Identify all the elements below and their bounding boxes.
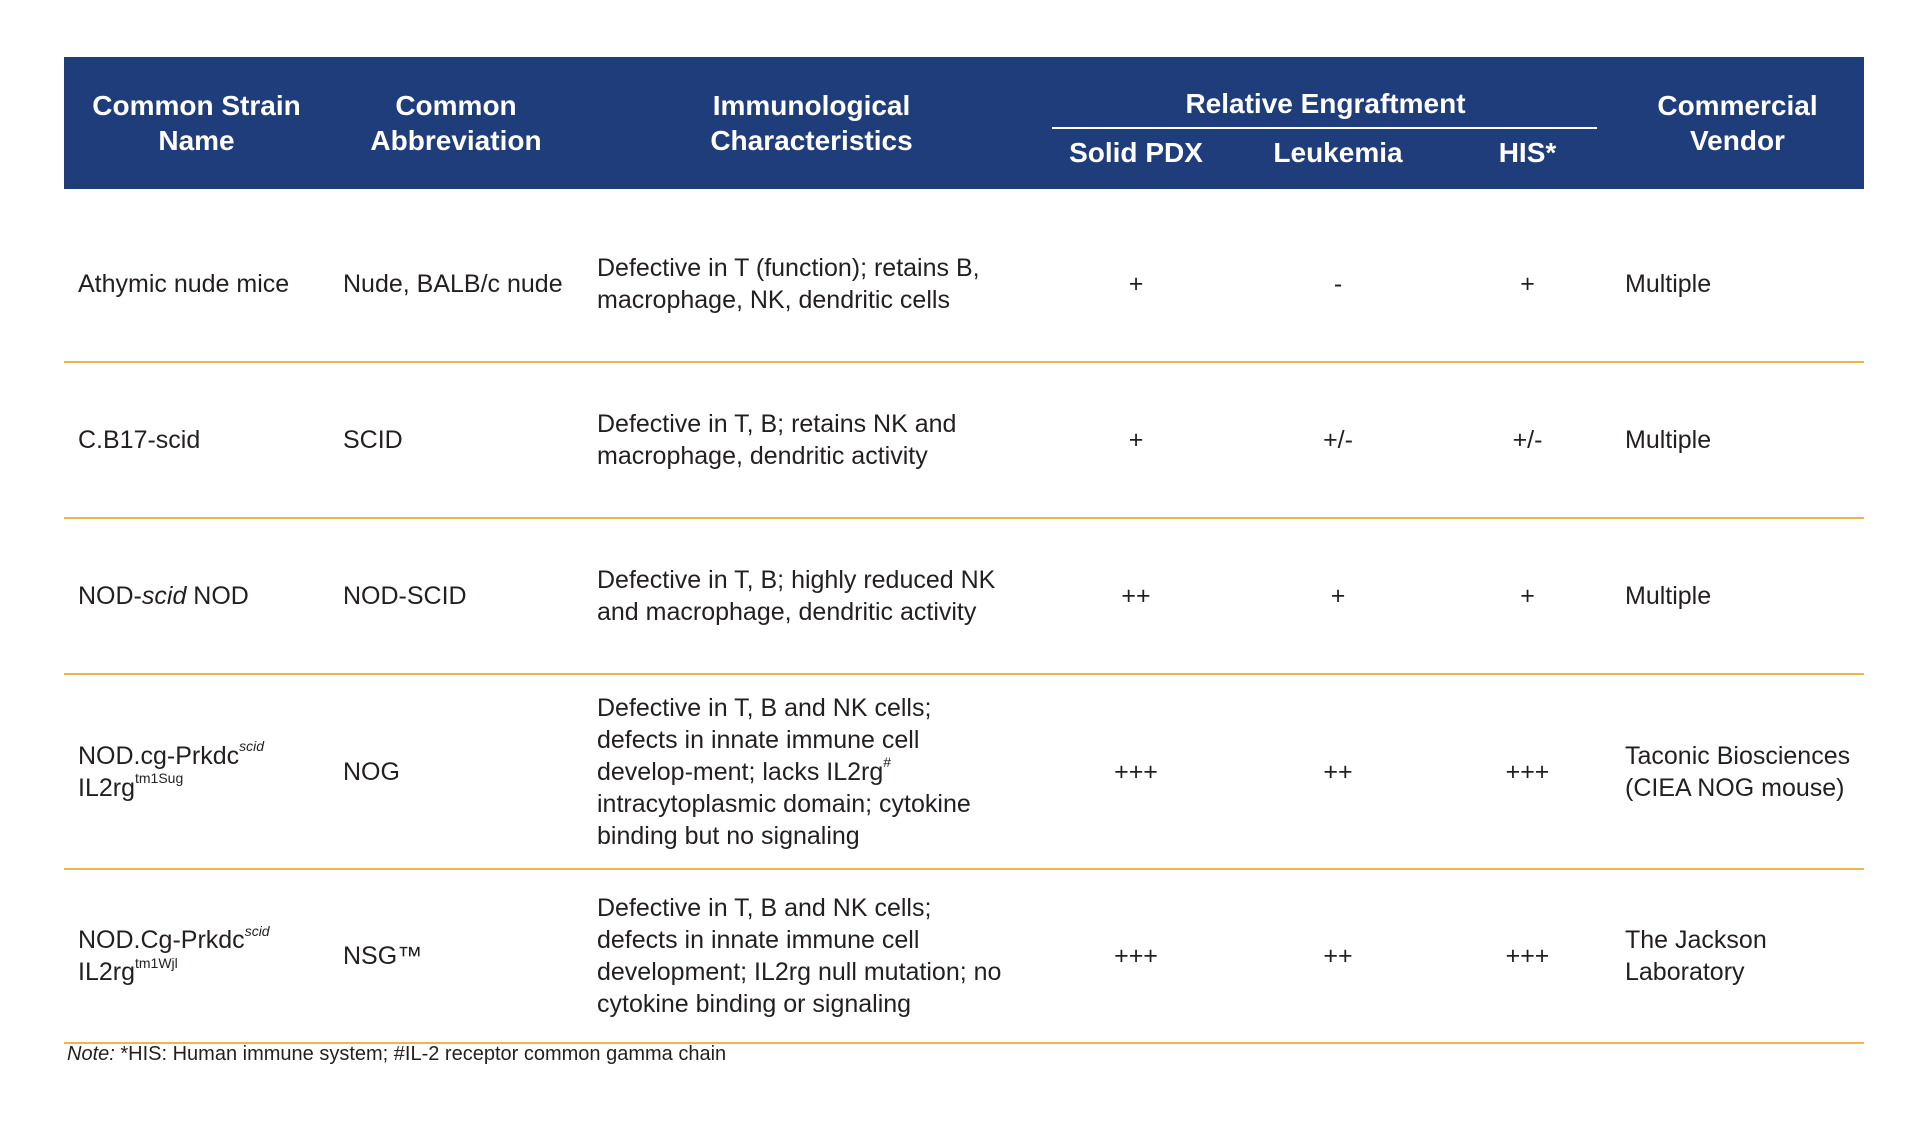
cell-vendor: The Jackson Laboratory [1611, 869, 1864, 1044]
cell-abbreviation: NSG™ [329, 869, 583, 1044]
table-header: Common Strain Name Common Abbreviation I… [64, 57, 1864, 189]
cell-solid-pdx: + [1040, 189, 1232, 363]
cell-his: +++ [1444, 674, 1611, 870]
table-row: NOD-scid NOD NOD-SCID Defective in T, B;… [64, 518, 1864, 675]
cell-his: + [1444, 189, 1611, 363]
cell-abbreviation: SCID [329, 362, 583, 519]
cell-abbreviation: NOD-SCID [329, 518, 583, 675]
cell-characteristics: Defective in T (function); retains B, ma… [583, 189, 1040, 363]
cell-leukemia: +/- [1232, 362, 1444, 519]
cell-solid-pdx: +++ [1040, 869, 1232, 1044]
cell-strain: C.B17-scid [64, 362, 329, 519]
strain-table-container: Common Strain Name Common Abbreviation I… [64, 57, 1864, 1044]
cell-strain: Athymic nude mice [64, 189, 329, 363]
cell-his: +/- [1444, 362, 1611, 519]
header-his: HIS* [1444, 129, 1611, 189]
cell-strain: NOD.cg-Prkdcscid IL2rgtm1Sug [64, 674, 329, 870]
cell-his: +++ [1444, 869, 1611, 1044]
cell-abbreviation: NOG [329, 674, 583, 870]
note-text: *HIS: Human immune system; #IL-2 recepto… [114, 1043, 727, 1065]
cell-strain: NOD.Cg-Prkdcscid IL2rgtm1Wjl [64, 869, 329, 1044]
cell-vendor: Taconic Biosciences (CIEA NOG mouse) [1611, 674, 1864, 870]
table-row: NOD.Cg-Prkdcscid IL2rgtm1Wjl NSG™ Defect… [64, 869, 1864, 1044]
cell-leukemia: - [1232, 189, 1444, 363]
header-strain-name: Common Strain Name [64, 57, 329, 189]
cell-his: + [1444, 518, 1611, 675]
table-note: Note: *HIS: Human immune system; #IL-2 r… [67, 1042, 726, 1066]
cell-solid-pdx: +++ [1040, 674, 1232, 870]
cell-characteristics: Defective in T, B; retains NK and macrop… [583, 362, 1040, 519]
cell-solid-pdx: ++ [1040, 518, 1232, 675]
cell-vendor: Multiple [1611, 189, 1864, 363]
cell-abbreviation: Nude, BALB/c nude [329, 189, 583, 363]
cell-characteristics: Defective in T, B and NK cells; defects … [583, 869, 1040, 1044]
cell-vendor: Multiple [1611, 362, 1864, 519]
table-row: C.B17-scid SCID Defective in T, B; retai… [64, 362, 1864, 519]
cell-leukemia: + [1232, 518, 1444, 675]
table-row: NOD.cg-Prkdcscid IL2rgtm1Sug NOG Defecti… [64, 674, 1864, 870]
header-immunological: Immunological Characteristics [583, 57, 1040, 189]
table-body: Athymic nude mice Nude, BALB/c nude Defe… [64, 189, 1864, 1044]
header-leukemia: Leukemia [1232, 129, 1444, 189]
header-group-rule [1052, 127, 1597, 129]
header-abbreviation: Common Abbreviation [329, 57, 583, 189]
cell-solid-pdx: + [1040, 362, 1232, 519]
table-row: Athymic nude mice Nude, BALB/c nude Defe… [64, 189, 1864, 363]
header-vendor: Commercial Vendor [1611, 57, 1864, 189]
cell-vendor: Multiple [1611, 518, 1864, 675]
cell-leukemia: ++ [1232, 674, 1444, 870]
note-label: Note: [67, 1043, 115, 1065]
cell-characteristics: Defective in T, B and NK cells; defects … [583, 674, 1040, 870]
mouse-strain-table: Common Strain Name Common Abbreviation I… [64, 57, 1864, 1044]
header-solid-pdx: Solid PDX [1040, 129, 1232, 189]
cell-strain: NOD-scid NOD [64, 518, 329, 675]
cell-characteristics: Defective in T, B; highly reduced NK and… [583, 518, 1040, 675]
header-relative-engraftment: Relative Engraftment [1040, 57, 1611, 129]
cell-leukemia: ++ [1232, 869, 1444, 1044]
